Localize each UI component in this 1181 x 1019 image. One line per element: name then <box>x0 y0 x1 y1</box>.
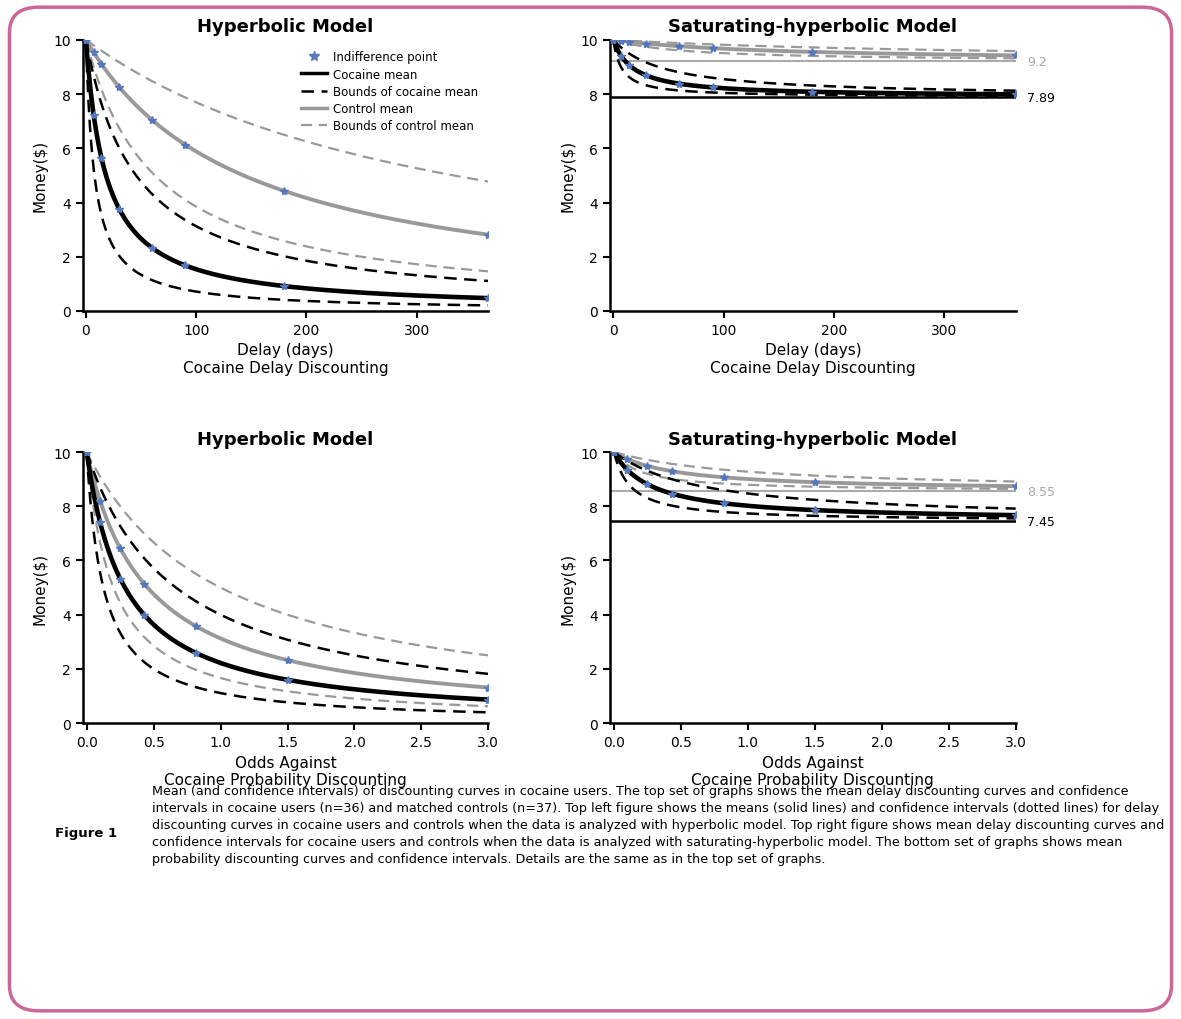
Text: 8.55: 8.55 <box>1026 485 1055 498</box>
X-axis label: Odds Against
Cocaine Probability Discounting: Odds Against Cocaine Probability Discoun… <box>691 755 934 788</box>
Title: Hyperbolic Model: Hyperbolic Model <box>197 430 373 448</box>
X-axis label: Odds Against
Cocaine Probability Discounting: Odds Against Cocaine Probability Discoun… <box>164 755 407 788</box>
Text: 9.2: 9.2 <box>1026 56 1046 69</box>
X-axis label: Delay (days)
Cocaine Delay Discounting: Delay (days) Cocaine Delay Discounting <box>710 343 915 375</box>
X-axis label: Delay (days)
Cocaine Delay Discounting: Delay (days) Cocaine Delay Discounting <box>183 343 389 375</box>
Title: Saturating-hyperbolic Model: Saturating-hyperbolic Model <box>668 18 958 37</box>
Text: Mean (and confidence intervals) of discounting curves in cocaine users. The top : Mean (and confidence intervals) of disco… <box>152 785 1164 865</box>
Y-axis label: Money($): Money($) <box>560 141 575 212</box>
Text: 7.45: 7.45 <box>1026 516 1055 528</box>
Y-axis label: Money($): Money($) <box>33 141 47 212</box>
Title: Hyperbolic Model: Hyperbolic Model <box>197 18 373 37</box>
Text: 7.89: 7.89 <box>1026 92 1055 104</box>
Title: Saturating-hyperbolic Model: Saturating-hyperbolic Model <box>668 430 958 448</box>
Y-axis label: Money($): Money($) <box>560 552 575 624</box>
Y-axis label: Money($): Money($) <box>33 552 47 624</box>
Text: Figure 1: Figure 1 <box>54 826 117 840</box>
Legend: Indifference point, Cocaine mean, Bounds of cocaine mean, Control mean, Bounds o: Indifference point, Cocaine mean, Bounds… <box>296 47 482 138</box>
